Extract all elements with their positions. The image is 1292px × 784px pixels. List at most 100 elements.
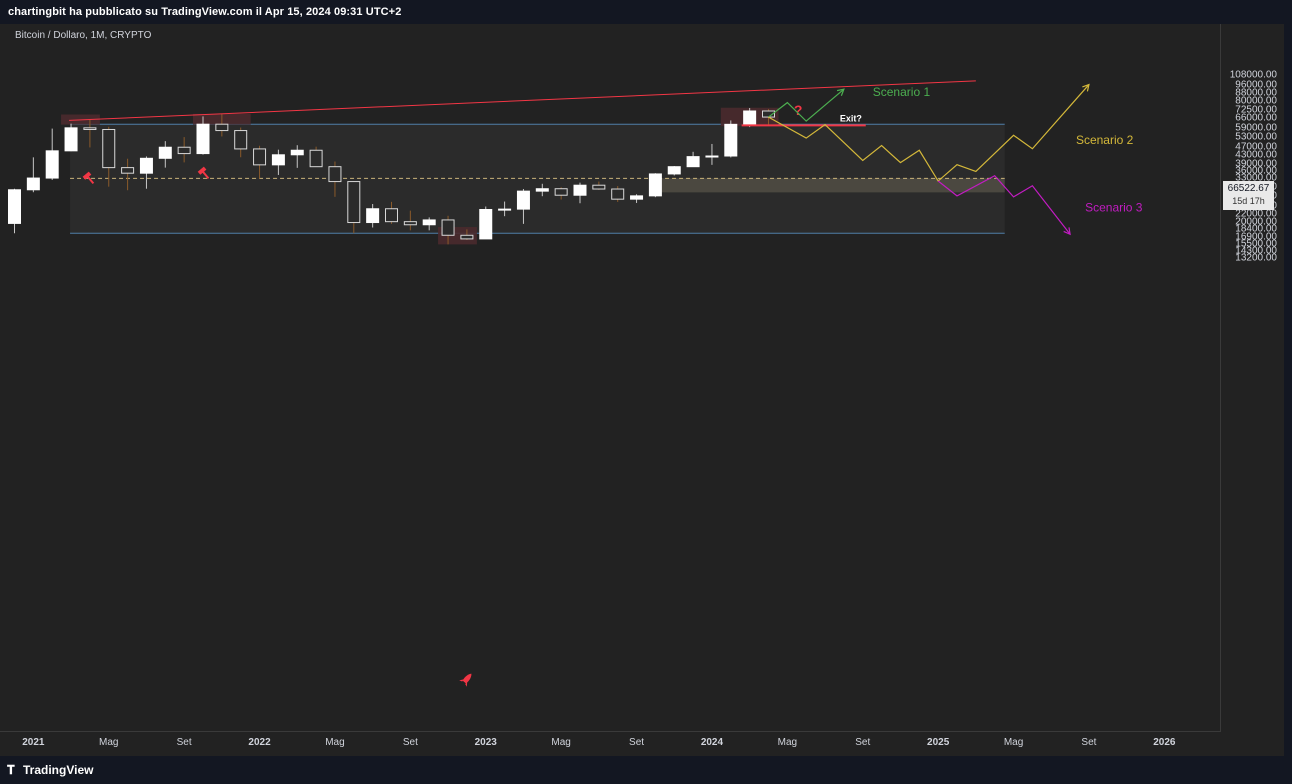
scenario-1-arrowhead — [836, 88, 845, 96]
candle — [630, 194, 644, 203]
scenario-2-path[interactable] — [768, 84, 1090, 182]
candle-body — [648, 173, 662, 197]
footer — [0, 756, 1292, 784]
time-tick-label: 2026 — [1153, 737, 1176, 748]
brand-name: TradingView — [23, 763, 94, 777]
scenario-3-path[interactable] — [937, 174, 1071, 235]
price-tick-label: 13200.00 — [1235, 252, 1277, 264]
last-price-badge: 66522.67 15d 17h — [1223, 181, 1274, 210]
candle-body — [139, 157, 153, 174]
scenario-3-arrowhead — [1063, 227, 1071, 236]
publish-header-text: chartingbit ha pubblicato su TradingView… — [8, 6, 402, 18]
candle-body — [611, 188, 625, 200]
time-tick-label: Set — [402, 737, 418, 748]
scenario-3-label: Scenario 3 — [1085, 200, 1143, 214]
time-tick-label: 2021 — [22, 737, 45, 748]
time-tick-label: Mag — [99, 737, 119, 748]
price-tick-label: 43000.00 — [1235, 149, 1277, 161]
price-tick-label: 33000.00 — [1235, 172, 1277, 184]
candle — [422, 217, 436, 231]
candle — [403, 210, 417, 231]
candle-body — [743, 110, 757, 125]
candle — [347, 181, 361, 234]
candle — [45, 128, 59, 180]
candle — [724, 120, 738, 158]
candle — [573, 182, 587, 204]
candle — [479, 206, 493, 240]
candle-body — [196, 123, 210, 155]
candle — [328, 161, 342, 197]
chart-plot[interactable]: Exit?? Scenario 1 Scenario 2 Scenario 3 — [0, 24, 1220, 731]
time-axis[interactable]: 2021 Mag Set 2022 Mag Set 2023 Mag Set 2024 Mag Set… — [0, 731, 1220, 757]
price-tick-label: 18400.00 — [1235, 223, 1277, 235]
candle — [743, 107, 757, 128]
rocket-icon — [459, 673, 472, 687]
price-tick-label: 66000.00 — [1235, 112, 1277, 124]
time-tick-label: 2022 — [248, 737, 271, 748]
candle — [460, 229, 474, 240]
price-tick-label: 47000.00 — [1235, 141, 1277, 153]
question-mark: ? — [794, 102, 803, 118]
candle — [441, 215, 455, 245]
price-tick-label: 39000.00 — [1235, 158, 1277, 170]
candle-body — [516, 190, 530, 210]
time-tick-label: 2025 — [927, 737, 950, 748]
symbol-label[interactable]: Bitcoin / Dollaro, 1M, CRYPTO — [15, 30, 152, 41]
price-tick-label: 53000.00 — [1235, 131, 1277, 143]
candle — [290, 145, 304, 168]
price-tick-label: 15500.00 — [1235, 238, 1277, 250]
candle — [611, 186, 625, 202]
candle — [121, 158, 135, 191]
candle-body — [366, 208, 380, 224]
last-price-value: 66522.67 — [1227, 183, 1270, 194]
time-tick-label: 2024 — [700, 737, 724, 748]
candle — [705, 143, 719, 165]
candle-body — [234, 130, 248, 150]
candle — [498, 201, 512, 217]
candle — [535, 183, 549, 197]
candle-body — [554, 188, 568, 196]
candle-body — [535, 188, 549, 192]
candle-body — [158, 146, 172, 159]
candle-body — [328, 166, 342, 183]
candle — [592, 181, 606, 190]
candle — [667, 165, 681, 176]
price-axis[interactable]: 108000.00 96000.00 88000.00 80000.00 72500.0… — [1220, 24, 1285, 732]
candle-body — [290, 149, 304, 156]
scenario-2-label: Scenario 2 — [1076, 133, 1134, 147]
candle-body — [26, 177, 40, 191]
price-tick-label: 96000.00 — [1235, 79, 1277, 91]
candle — [177, 137, 191, 163]
price-tick-label: 36000.00 — [1235, 165, 1277, 177]
candle-body — [347, 181, 361, 224]
hammer-icon — [197, 166, 210, 180]
time-tick-label: Mag — [777, 737, 798, 748]
price-tick-label: 59000.00 — [1235, 122, 1277, 134]
time-tick-label: Set — [1081, 737, 1097, 748]
time-tick-label: Set — [855, 737, 871, 748]
candle — [139, 156, 153, 189]
hammer-icon — [82, 171, 95, 185]
price-tick-label: 88000.00 — [1235, 87, 1277, 99]
candle-body — [83, 127, 97, 130]
candle-body — [309, 149, 323, 168]
tradingview-logo-icon: 𝐓 — [7, 763, 15, 777]
candle-body — [102, 128, 116, 169]
candle-body — [385, 208, 398, 223]
time-tick-label: Mag — [551, 737, 571, 748]
candle-body — [686, 156, 700, 168]
candle — [215, 113, 229, 137]
candle — [83, 119, 97, 148]
price-tick-label: 20000.00 — [1235, 216, 1277, 228]
resistance-trendline[interactable] — [69, 80, 976, 121]
scenario-1-path[interactable] — [768, 88, 845, 122]
tradingview-logo[interactable]: 𝐓 TradingView — [7, 763, 93, 778]
publish-header: chartingbit ha pubblicato su TradingView… — [0, 0, 1292, 24]
price-tick-label: 22000.00 — [1235, 208, 1277, 220]
candle — [234, 127, 248, 158]
candle — [554, 187, 568, 200]
candle — [648, 173, 662, 198]
time-tick-label: Set — [176, 737, 192, 748]
candle — [385, 201, 398, 224]
price-tick-label: 16900.00 — [1235, 231, 1277, 243]
